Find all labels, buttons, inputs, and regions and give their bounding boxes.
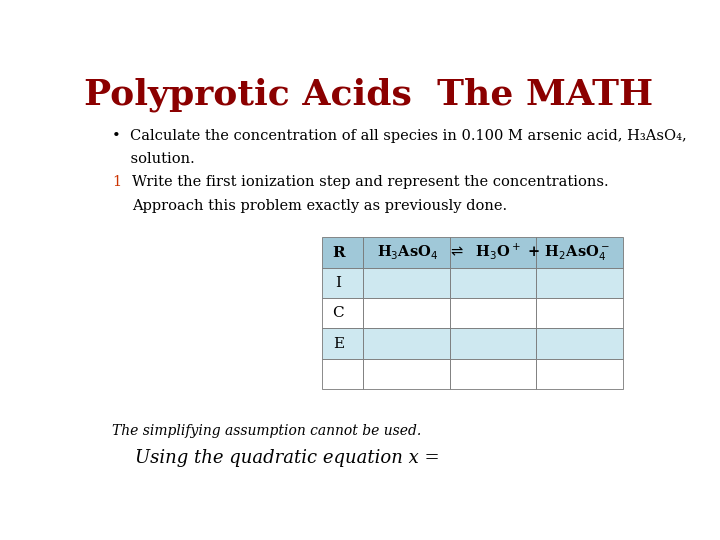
- Bar: [536, 328, 623, 359]
- Bar: [536, 298, 623, 328]
- Bar: [364, 298, 450, 328]
- Bar: [322, 298, 364, 328]
- Text: I: I: [336, 276, 341, 290]
- Bar: [364, 268, 450, 298]
- Bar: [450, 298, 536, 328]
- Bar: [536, 238, 623, 268]
- Text: solution.: solution.: [112, 152, 195, 166]
- Bar: [364, 238, 450, 268]
- Bar: [322, 359, 364, 389]
- Text: Write the first ionization step and represent the concentrations.: Write the first ionization step and repr…: [132, 175, 608, 189]
- Bar: [536, 268, 623, 298]
- Bar: [322, 268, 364, 298]
- Bar: [450, 359, 536, 389]
- Bar: [322, 238, 364, 268]
- Text: 1: 1: [112, 175, 122, 189]
- Text: Using the quadratic equation x =: Using the quadratic equation x =: [112, 449, 440, 468]
- Bar: [536, 359, 623, 389]
- Text: C: C: [333, 306, 344, 320]
- Bar: [450, 328, 536, 359]
- Text: H$_3$AsO$_4$  $\rightleftharpoons$  H$_3$O$^+$ + H$_2$AsO$_4^-$: H$_3$AsO$_4$ $\rightleftharpoons$ H$_3$O…: [377, 241, 610, 264]
- Bar: [364, 328, 450, 359]
- Text: Polyprotic Acids  The MATH: Polyprotic Acids The MATH: [84, 77, 654, 112]
- Bar: [450, 268, 536, 298]
- Text: R: R: [332, 246, 345, 260]
- Text: E: E: [333, 336, 344, 350]
- Bar: [450, 238, 536, 268]
- Text: •  Calculate the concentration of all species in 0.100 M arsenic acid, H₃AsO₄,: • Calculate the concentration of all spe…: [112, 129, 687, 143]
- Bar: [364, 359, 450, 389]
- Bar: [322, 328, 364, 359]
- Text: The simplifying assumption cannot be used.: The simplifying assumption cannot be use…: [112, 424, 422, 438]
- Text: Approach this problem exactly as previously done.: Approach this problem exactly as previou…: [132, 199, 507, 213]
